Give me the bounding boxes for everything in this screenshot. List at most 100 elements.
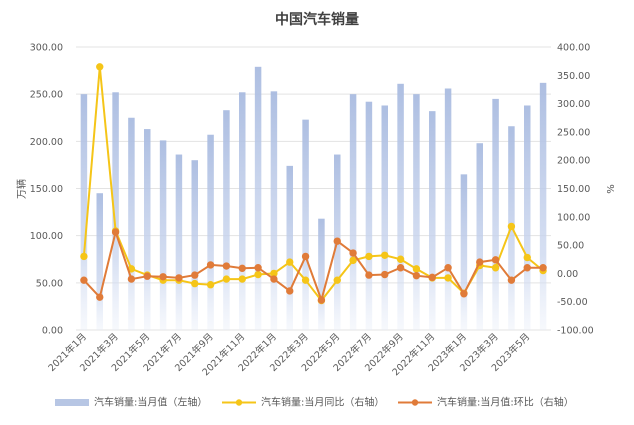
y-left-tick-label: 50.00 bbox=[36, 278, 63, 289]
bar-monthly-sales bbox=[429, 111, 436, 330]
point-mom bbox=[381, 270, 389, 279]
y-left-tick-label: 300.00 bbox=[30, 43, 63, 54]
bar-monthly-sales bbox=[413, 94, 420, 331]
point-mom bbox=[206, 261, 215, 269]
y-right-tick-label: 400.00 bbox=[557, 43, 590, 54]
legend-marker-mom bbox=[411, 399, 419, 406]
point-mom bbox=[491, 256, 500, 264]
bar-monthly-sales bbox=[128, 117, 135, 330]
point-mom bbox=[365, 271, 373, 279]
point-yoy bbox=[80, 252, 88, 261]
legend-label-mom: 汽车销量:当月值:环比（右轴） bbox=[437, 396, 574, 409]
y-right-axis-title: % bbox=[606, 184, 617, 194]
point-mom bbox=[111, 228, 120, 236]
bar-monthly-sales bbox=[318, 218, 325, 330]
point-yoy bbox=[254, 270, 262, 279]
point-mom bbox=[301, 252, 310, 261]
point-mom bbox=[286, 287, 294, 295]
point-mom bbox=[317, 296, 326, 304]
bar-monthly-sales bbox=[302, 119, 309, 331]
point-mom bbox=[412, 271, 421, 280]
bar-monthly-sales bbox=[80, 94, 88, 331]
point-yoy bbox=[412, 265, 421, 273]
bar-monthly-sales bbox=[112, 92, 119, 330]
point-mom bbox=[96, 293, 104, 301]
y-right-tick-label: 50.00 bbox=[557, 241, 584, 252]
point-mom bbox=[507, 276, 516, 284]
point-yoy bbox=[96, 63, 104, 71]
bar-monthly-sales bbox=[270, 91, 278, 330]
y-right-tick-label: 0.00 bbox=[557, 269, 578, 280]
point-mom bbox=[523, 264, 531, 272]
point-yoy bbox=[206, 281, 215, 289]
line-yoy bbox=[82, 66, 544, 303]
bar-monthly-sales bbox=[96, 193, 103, 330]
point-mom bbox=[444, 264, 452, 272]
point-yoy bbox=[238, 275, 246, 283]
point-mom bbox=[476, 258, 484, 266]
point-mom bbox=[460, 290, 468, 298]
legend-label-bar: 汽车销量:当月值（左轴） bbox=[94, 396, 207, 409]
bar-monthly-sales bbox=[254, 66, 262, 330]
point-yoy bbox=[381, 251, 389, 259]
point-mom bbox=[80, 276, 88, 284]
y-right-tick-label: 200.00 bbox=[557, 156, 590, 167]
y-left-tick-label: 0.00 bbox=[42, 326, 63, 337]
point-mom bbox=[238, 264, 246, 273]
point-mom bbox=[333, 237, 341, 245]
point-yoy bbox=[523, 253, 531, 262]
bar-monthly-sales bbox=[144, 129, 151, 330]
y-left-tick-label: 150.00 bbox=[30, 184, 63, 195]
y-right-tick-label: 150.00 bbox=[557, 184, 590, 195]
y-left-tick-label: 200.00 bbox=[30, 137, 63, 148]
point-mom bbox=[254, 264, 262, 272]
bar-monthly-sales bbox=[460, 174, 468, 330]
point-yoy bbox=[333, 276, 341, 284]
point-yoy bbox=[507, 222, 516, 231]
point-yoy bbox=[286, 258, 294, 266]
point-mom bbox=[396, 264, 405, 272]
point-yoy bbox=[191, 279, 199, 288]
bar-monthly-sales bbox=[539, 82, 547, 330]
point-mom bbox=[159, 273, 167, 281]
legend-swatch-bar bbox=[55, 399, 89, 406]
y-left-tick-label: 100.00 bbox=[30, 231, 63, 242]
y-left-tick-label: 250.00 bbox=[30, 90, 63, 101]
bar-monthly-sales bbox=[492, 98, 499, 330]
bar-monthly-sales bbox=[159, 140, 167, 330]
point-yoy bbox=[396, 255, 405, 263]
point-mom bbox=[175, 274, 183, 282]
point-mom bbox=[222, 262, 231, 270]
y-right-tick-label: 100.00 bbox=[557, 212, 590, 223]
bar-monthly-sales bbox=[191, 160, 198, 330]
bar-monthly-sales bbox=[444, 88, 452, 330]
y-right-tick-label: 250.00 bbox=[557, 127, 590, 138]
point-yoy bbox=[444, 274, 452, 282]
point-mom bbox=[127, 275, 136, 283]
point-mom bbox=[143, 272, 151, 280]
point-mom bbox=[270, 275, 278, 283]
bar-monthly-sales bbox=[223, 110, 230, 330]
y-right-tick-label: -50.00 bbox=[557, 297, 588, 308]
point-yoy bbox=[365, 252, 373, 261]
legend-marker-yoy bbox=[235, 399, 243, 406]
bar-monthly-sales bbox=[239, 92, 246, 330]
bar-monthly-sales bbox=[365, 101, 373, 330]
y-right-tick-label: 300.00 bbox=[557, 99, 590, 110]
bar-monthly-sales bbox=[524, 105, 531, 330]
y-right-tick-label: 350.00 bbox=[557, 71, 590, 82]
point-mom bbox=[428, 273, 436, 282]
point-mom bbox=[191, 271, 199, 279]
point-mom bbox=[539, 264, 547, 272]
chart-title: 中国汽车销量 bbox=[275, 11, 359, 28]
y-left-axis-title: 万辆 bbox=[15, 179, 28, 199]
bar-monthly-sales bbox=[207, 134, 214, 330]
bar-monthly-sales bbox=[175, 154, 183, 330]
y-right-tick-label: -100.00 bbox=[557, 326, 594, 337]
bar-monthly-sales bbox=[397, 83, 404, 330]
point-yoy bbox=[349, 256, 357, 265]
point-yoy bbox=[491, 264, 500, 272]
bar-monthly-sales bbox=[381, 105, 388, 330]
